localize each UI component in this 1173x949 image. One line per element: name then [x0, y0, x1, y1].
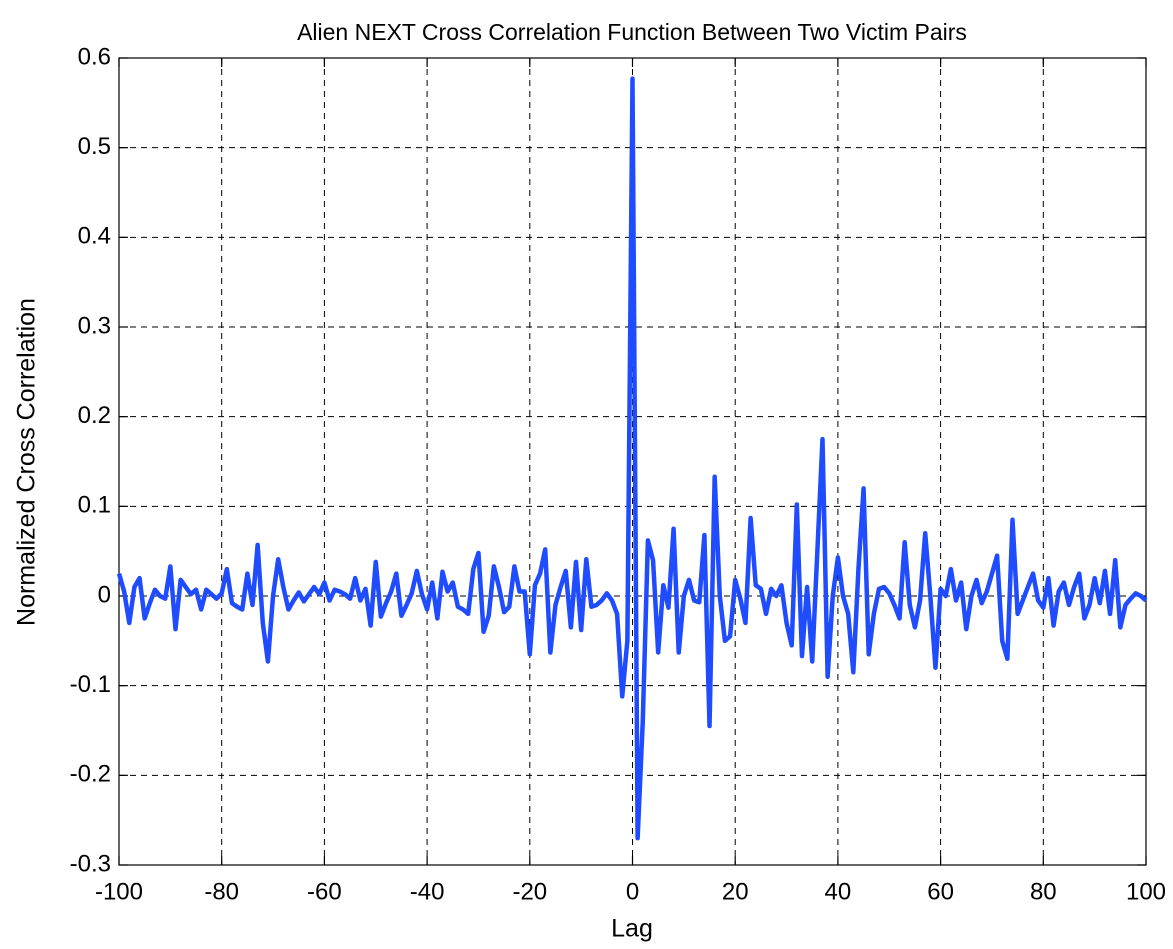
x-tick-label: -40 — [410, 878, 445, 905]
x-tick-label: 20 — [722, 878, 749, 905]
x-tick-label: 0 — [626, 878, 639, 905]
x-tick-label: -20 — [512, 878, 547, 905]
y-tick-label: 0.3 — [78, 312, 111, 339]
y-tick-label: 0.5 — [78, 133, 111, 160]
y-tick-label: 0.1 — [78, 492, 111, 519]
y-tick-label: -0.3 — [70, 850, 111, 877]
x-axis-label: Lag — [611, 915, 653, 943]
y-tick-label: -0.1 — [70, 671, 111, 698]
x-tick-label: 60 — [927, 878, 954, 905]
y-tick-label: 0 — [98, 581, 111, 608]
x-tick-label: -60 — [307, 878, 342, 905]
x-tick-label: 80 — [1030, 878, 1057, 905]
x-tick-label: 40 — [825, 878, 852, 905]
data-line — [116, 76, 1148, 841]
y-tick-label: 0.4 — [78, 223, 111, 250]
y-axis-label: Normalized Cross Correlation — [13, 298, 41, 626]
x-tick-label: 100 — [1126, 878, 1166, 905]
chart-title: Alien NEXT Cross Correlation Function Be… — [297, 19, 967, 45]
x-tick-label: -100 — [95, 878, 143, 905]
y-tick-label: -0.2 — [70, 761, 111, 788]
y-tick-label: 0.2 — [78, 402, 111, 429]
plot-frame — [118, 57, 1147, 866]
y-tick-label: 0.6 — [78, 43, 111, 70]
x-tick-label: -80 — [204, 878, 239, 905]
